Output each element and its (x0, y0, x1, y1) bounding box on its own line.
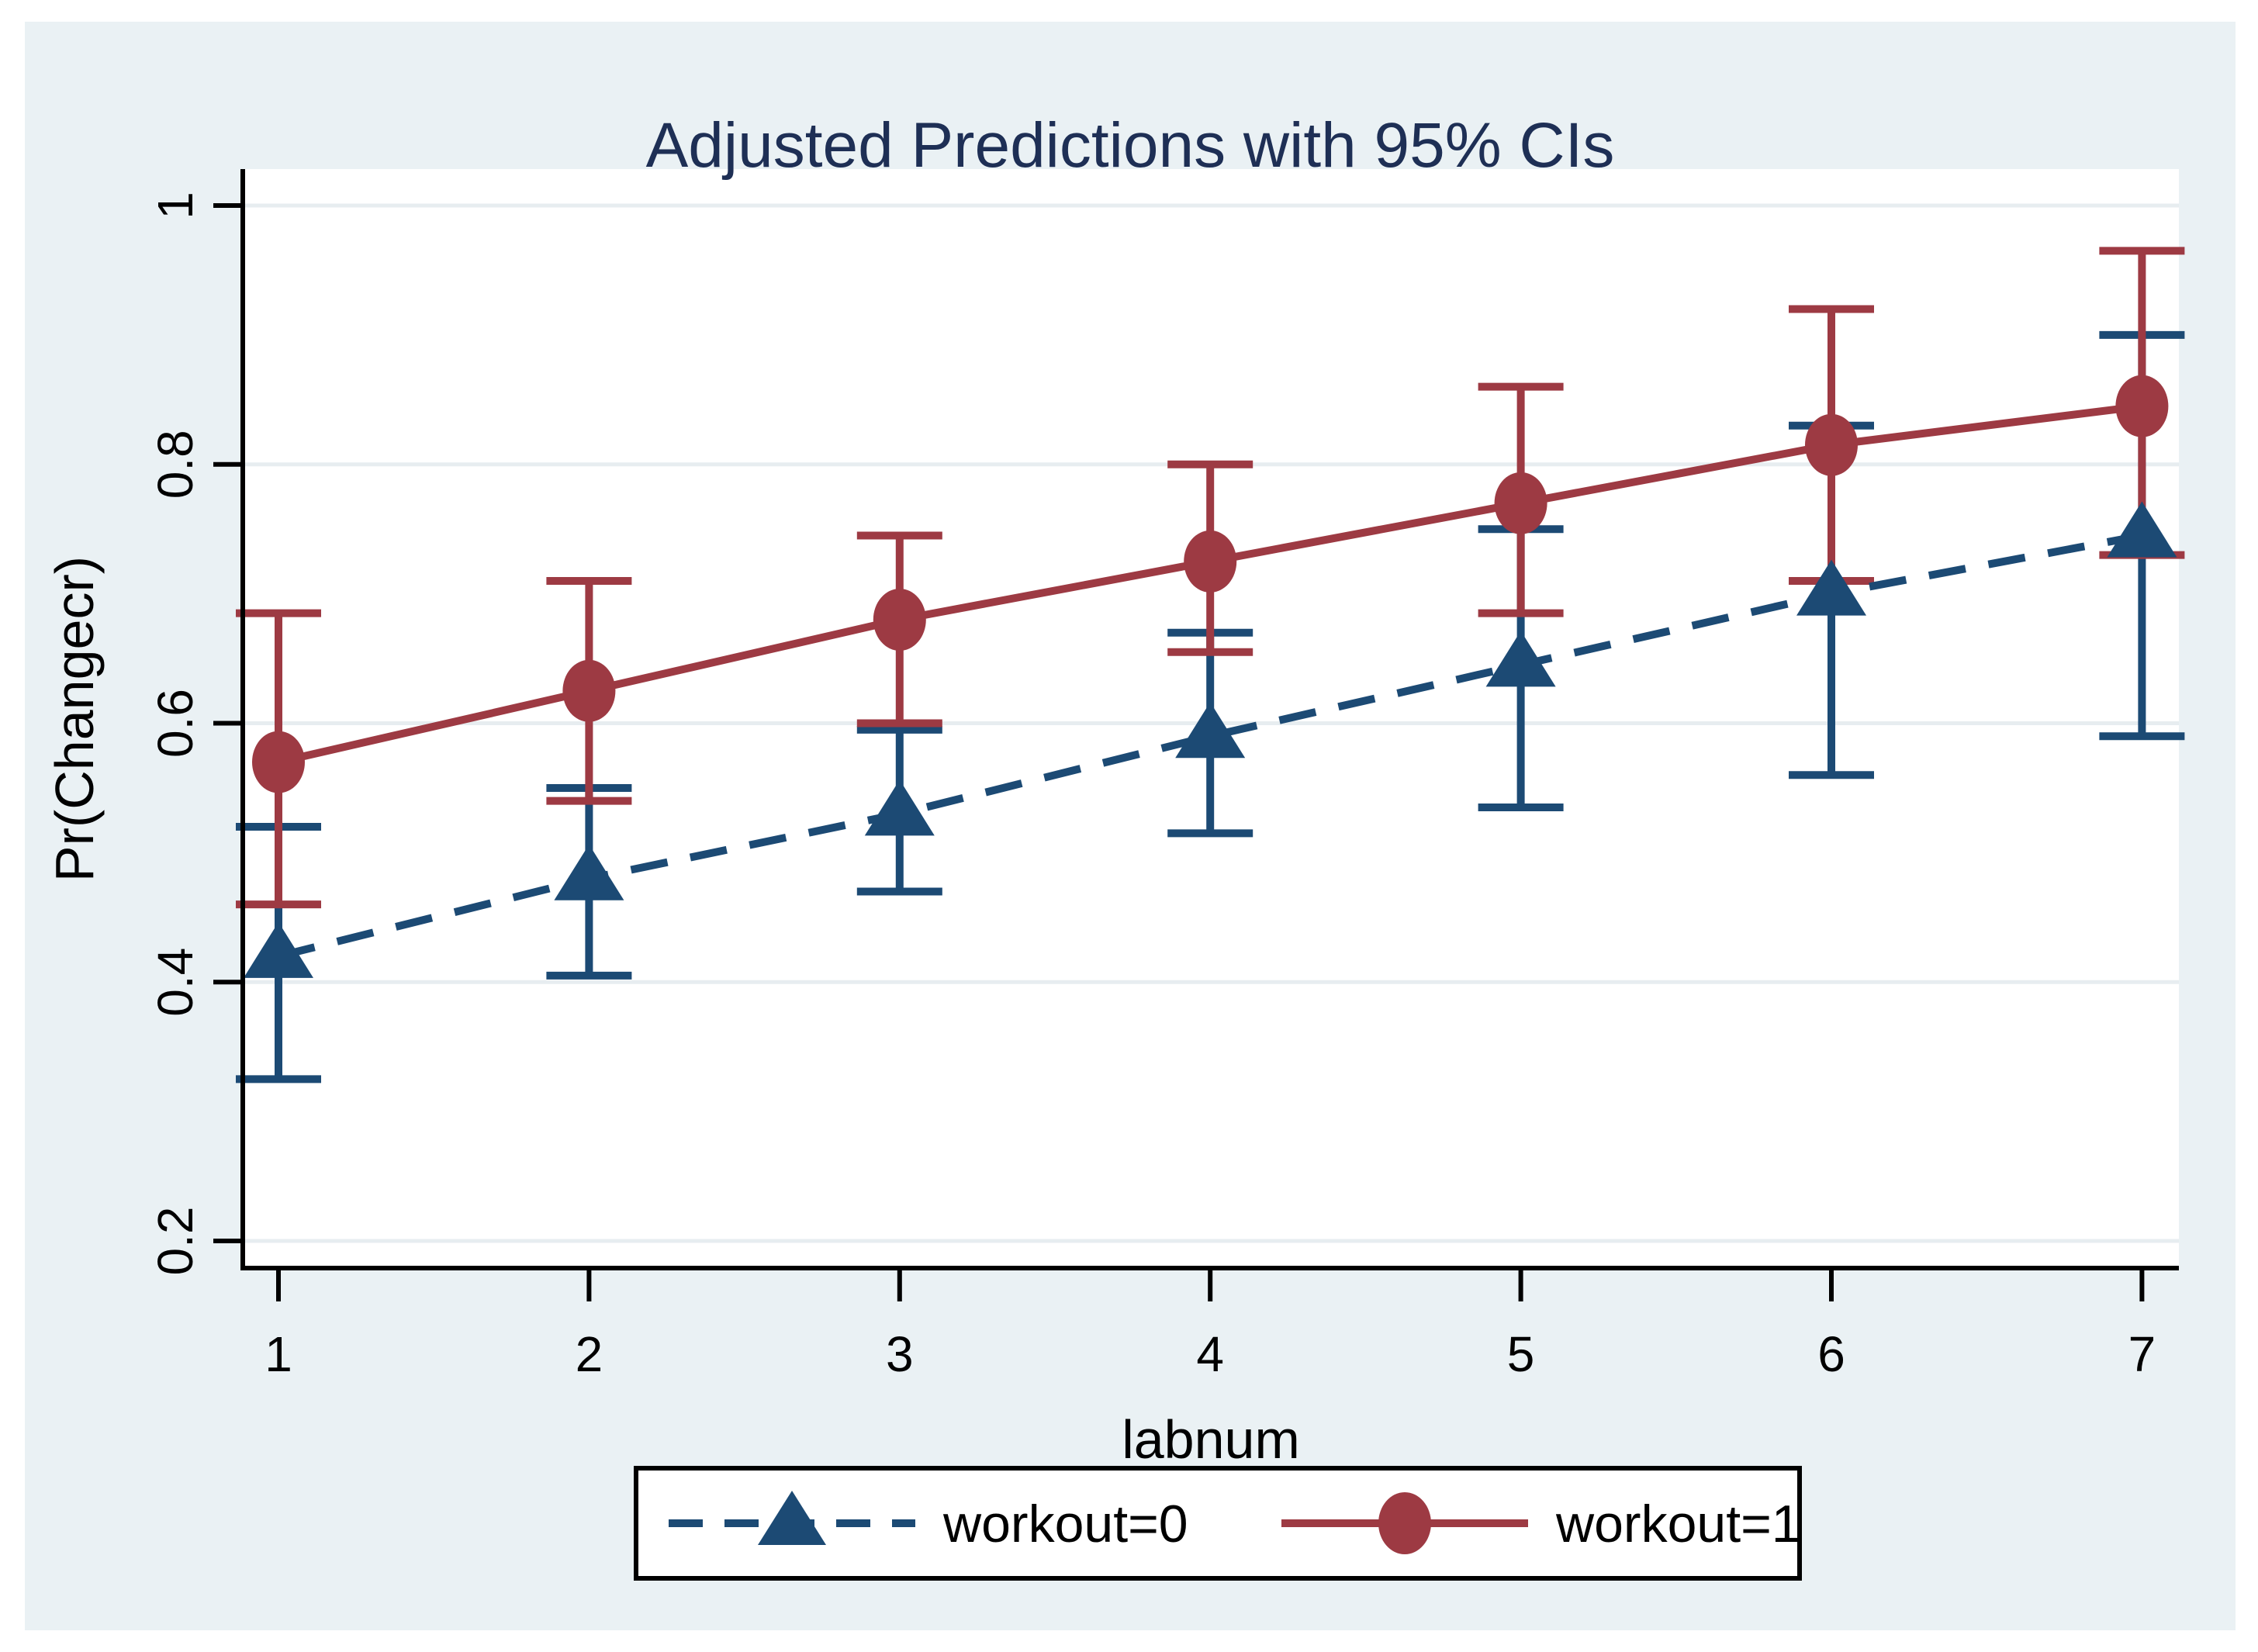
y-tick-label: 0.6 (147, 689, 203, 758)
marker-triangle (864, 779, 935, 836)
y-axis-title: Pr(Changecr) (44, 556, 105, 882)
x-tick-label: 4 (1196, 1326, 1224, 1382)
x-tick-label: 2 (576, 1326, 603, 1382)
marker-triangle (554, 844, 624, 900)
marker-triangle (244, 921, 313, 978)
y-tick-label: 0.2 (147, 1207, 203, 1276)
chart-title: Adjusted Predictions with 95% CIs (646, 110, 1615, 181)
y-tick-label: 0.4 (147, 948, 203, 1017)
marker-triangle (1175, 702, 1246, 759)
marker-circle (2115, 375, 2169, 437)
x-tick-label: 7 (2128, 1326, 2156, 1382)
legend-triangle-marker-icon (758, 1491, 826, 1545)
legend: workout=0 workout=1 (634, 1466, 1802, 1581)
marker-triangle (2107, 501, 2177, 558)
marker-circle (1184, 530, 1237, 593)
marker-circle (562, 659, 616, 722)
y-tick-label: 1 (147, 192, 203, 219)
x-tick-label: 5 (1507, 1326, 1535, 1382)
x-tick-label: 6 (1817, 1326, 1845, 1382)
plot-content: 0.2 0.4 0.6 0.8 1 1 2 3 4 5 6 7 (147, 192, 2185, 1382)
marker-circle (873, 589, 926, 651)
marker-triangle (1485, 631, 1556, 687)
legend-circle-marker-icon (1378, 1492, 1431, 1554)
legend-entry-workout0: workout=0 (669, 1491, 1188, 1554)
legend-entry-workout1: workout=1 (1281, 1492, 1801, 1554)
marker-circle (1805, 413, 1858, 476)
legend-label-workout0: workout=0 (942, 1495, 1188, 1554)
x-tick-label: 1 (265, 1326, 292, 1382)
x-tick-label: 3 (886, 1326, 914, 1382)
x-axis-title: labnum (1122, 1409, 1300, 1470)
marker-triangle (1796, 559, 1866, 616)
legend-label-workout1: workout=1 (1555, 1495, 1801, 1554)
y-tick-label: 0.8 (147, 430, 203, 499)
legend-box (634, 1466, 1802, 1581)
marker-circle (252, 731, 305, 793)
marker-circle (1494, 472, 1547, 534)
